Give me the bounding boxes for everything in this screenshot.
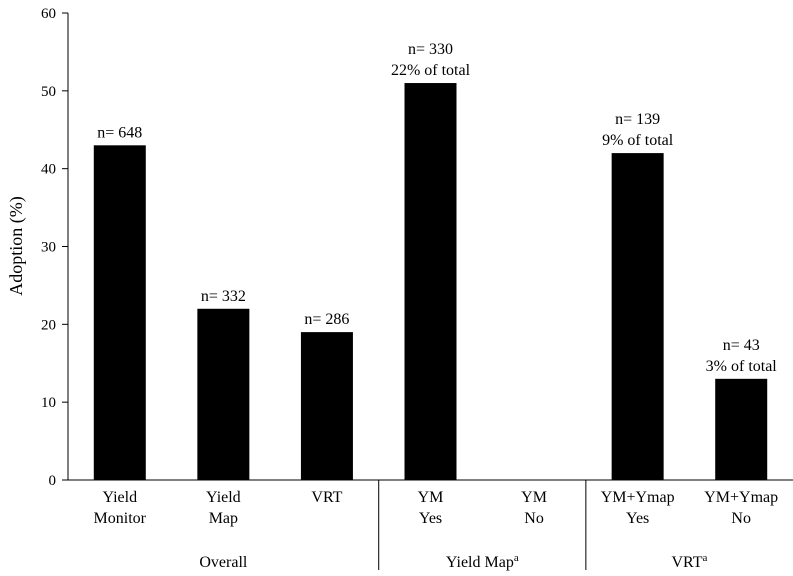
group-label-superscript: a bbox=[514, 552, 519, 564]
bar bbox=[715, 378, 768, 480]
bar bbox=[300, 332, 353, 480]
bar-annotation: n= 43 bbox=[723, 337, 760, 354]
bar-annotation: n= 332 bbox=[201, 288, 246, 305]
x-tick-label: Monitor bbox=[94, 510, 147, 527]
y-tick-label: 40 bbox=[41, 162, 56, 178]
bar bbox=[197, 308, 250, 480]
group-label: Yield Mapa bbox=[446, 552, 519, 571]
y-tick-label: 0 bbox=[49, 473, 57, 489]
axes: 0 10 20 30 40 50 60 bbox=[41, 6, 793, 570]
x-tick-label: Yes bbox=[419, 510, 442, 527]
x-tick-label: YM bbox=[521, 489, 547, 506]
x-tick-label: Yield bbox=[102, 489, 137, 506]
x-tick-label: YM+Ymap bbox=[704, 489, 778, 506]
y-tick-label: 30 bbox=[41, 240, 56, 256]
y-tick-label: 20 bbox=[41, 317, 56, 333]
group-label: Overall bbox=[199, 554, 248, 571]
bar-annotation: n= 648 bbox=[97, 124, 142, 141]
bar-annotation: n= 286 bbox=[304, 311, 349, 328]
bar bbox=[93, 145, 146, 481]
y-tick-label: 60 bbox=[41, 6, 56, 22]
bar bbox=[611, 153, 664, 480]
y-tick-label: 50 bbox=[41, 84, 56, 100]
bar bbox=[404, 83, 457, 481]
bar-annotation: n= 330 bbox=[408, 41, 453, 58]
x-tick-label: Yes bbox=[626, 510, 649, 527]
x-tick-label: No bbox=[731, 510, 751, 527]
x-tick-label: YM bbox=[418, 489, 444, 506]
y-axis-title: Adoption (%) bbox=[6, 196, 27, 295]
bar-annotation: 3% of total bbox=[706, 358, 778, 375]
group-label: VRTa bbox=[671, 552, 707, 571]
x-tick-label: YM+Ymap bbox=[601, 489, 675, 506]
labels: n= 648 Yield Monitor n= 332 Yield Map n= 286 VR… bbox=[94, 41, 779, 571]
x-tick-label: VRT bbox=[311, 489, 342, 506]
bar-annotation: 22% of total bbox=[391, 62, 471, 79]
bar-annotation: n= 139 bbox=[615, 111, 660, 128]
bars bbox=[93, 83, 768, 481]
x-tick-label: Yield bbox=[206, 489, 241, 506]
group-label-superscript: a bbox=[703, 552, 708, 564]
y-tick-label: 10 bbox=[41, 395, 56, 411]
x-tick-label: Map bbox=[209, 510, 238, 527]
x-tick-label: No bbox=[524, 510, 544, 527]
bar-annotation: 9% of total bbox=[602, 132, 674, 149]
